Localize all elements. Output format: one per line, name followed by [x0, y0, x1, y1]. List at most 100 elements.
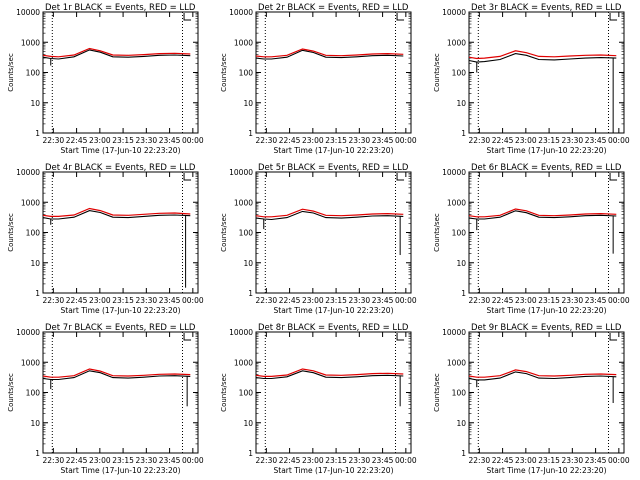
series-line-lld	[255, 48, 404, 58]
y-axis-label: Counts/sec	[220, 53, 228, 92]
detector-panel-8: Det 8r BLACK = Events, RED = LLD 1 10 100 10…	[220, 323, 417, 475]
x-tick-label: 23:15	[112, 296, 134, 305]
x-tick-label: 22:30	[469, 296, 491, 305]
y-tick-label: 10	[456, 99, 466, 108]
x-tick-label: 22:45	[66, 296, 88, 305]
panel-title: Det 6r BLACK = Events, RED = LLD	[471, 163, 622, 173]
x-axis-label: Start Time (17-Jun-10 22:23:20)	[61, 466, 181, 475]
x-tick-label: 22:30	[256, 456, 278, 465]
y-tick-label: 1000	[234, 38, 253, 47]
x-tick-label: 00:00	[608, 296, 630, 305]
y-tick-label: 1	[461, 449, 466, 458]
panel-title: Det 5r BLACK = Events, RED = LLD	[258, 163, 409, 173]
x-axis-label: Start Time (17-Jun-10 22:23:20)	[487, 466, 607, 475]
y-tick-label: 1	[35, 129, 40, 138]
detector-panel-4: Det 4r BLACK = Events, RED = LLD 1 10 100 10…	[7, 163, 204, 315]
x-tick-label: 23:30	[136, 456, 158, 465]
detector-panel-3: Det 3r BLACK = Events, RED = LLD 1 10 100 10…	[433, 3, 630, 155]
series-line-events	[468, 371, 617, 381]
y-tick-label: 10	[456, 419, 466, 428]
x-tick-label: 23:45	[372, 456, 394, 465]
y-axis-label: Counts/sec	[7, 373, 15, 412]
plot-frame	[42, 331, 199, 454]
y-tick-label: 1000	[447, 358, 466, 367]
y-tick-label: 10000	[229, 328, 253, 337]
y-tick-label: 10	[243, 259, 253, 268]
detector-panel-7: Det 7r BLACK = Events, RED = LLD 1 10 100 10…	[7, 323, 204, 475]
x-tick-label: 23:15	[538, 296, 560, 305]
x-axis-label: Start Time (17-Jun-10 22:23:20)	[274, 306, 394, 315]
y-axis-label: Counts/sec	[433, 53, 441, 92]
x-tick-label: 23:15	[112, 136, 134, 145]
series-line-lld	[255, 208, 404, 218]
x-tick-label: 23:00	[302, 136, 324, 145]
x-tick-label: 23:30	[136, 296, 158, 305]
y-tick-label: 100	[26, 389, 41, 398]
x-tick-label: 23:45	[585, 136, 607, 145]
panel-title: Det 3r BLACK = Events, RED = LLD	[471, 3, 622, 13]
y-tick-label: 1	[248, 449, 253, 458]
x-tick-label: 22:30	[43, 456, 65, 465]
x-tick-label: 23:30	[562, 136, 584, 145]
x-tick-label: 00:00	[608, 136, 630, 145]
y-tick-label: 1000	[447, 38, 466, 47]
y-tick-label: 1	[35, 289, 40, 298]
series-line-events	[468, 210, 617, 220]
x-tick-label: 23:45	[159, 456, 181, 465]
series-line-events	[42, 49, 191, 60]
x-tick-label: 23:45	[585, 296, 607, 305]
x-tick-label: 22:45	[66, 456, 88, 465]
x-tick-label: 23:30	[562, 296, 584, 305]
x-tick-label: 23:15	[325, 456, 347, 465]
x-axis-label: Start Time (17-Jun-10 22:23:20)	[487, 306, 607, 315]
x-tick-label: 23:00	[515, 296, 537, 305]
x-tick-label: 23:15	[325, 296, 347, 305]
x-axis-label: Start Time (17-Jun-10 22:23:20)	[274, 466, 394, 475]
series-line-events	[255, 210, 404, 221]
y-tick-label: 1000	[447, 198, 466, 207]
x-tick-label: 23:45	[159, 136, 181, 145]
x-tick-label: 23:30	[136, 136, 158, 145]
x-tick-label: 22:45	[279, 136, 301, 145]
y-axis-label: Counts/sec	[7, 53, 15, 92]
plot-frame	[468, 11, 625, 134]
x-tick-label: 23:45	[159, 296, 181, 305]
y-tick-label: 1000	[21, 198, 40, 207]
x-tick-label: 00:00	[395, 296, 417, 305]
x-tick-label: 23:00	[515, 456, 537, 465]
plot-frame	[255, 11, 412, 134]
bracket-mark	[183, 173, 192, 181]
series-line-events	[255, 49, 404, 60]
x-tick-label: 22:30	[256, 296, 278, 305]
series-line-lld	[468, 208, 617, 218]
x-tick-label: 22:45	[279, 456, 301, 465]
x-axis-label: Start Time (17-Jun-10 22:23:20)	[61, 306, 181, 315]
x-tick-label: 23:00	[302, 296, 324, 305]
y-tick-label: 10	[456, 259, 466, 268]
y-axis-label: Counts/sec	[220, 373, 228, 412]
detector-panel-9: Det 9r BLACK = Events, RED = LLD 1 10 100 10…	[433, 323, 630, 475]
series-line-events	[42, 210, 191, 220]
x-tick-label: 23:45	[585, 456, 607, 465]
plot-frame	[42, 11, 199, 134]
series-line-lld	[42, 207, 191, 217]
series-line-lld	[468, 369, 617, 378]
x-tick-label: 23:30	[562, 456, 584, 465]
panel-title: Det 8r BLACK = Events, RED = LLD	[258, 323, 409, 333]
detector-panel-6: Det 6r BLACK = Events, RED = LLD 1 10 100 10…	[433, 163, 630, 315]
y-tick-label: 100	[452, 229, 467, 238]
x-tick-label: 00:00	[182, 456, 204, 465]
series-line-events	[42, 370, 191, 381]
y-tick-label: 10	[243, 419, 253, 428]
x-tick-label: 22:45	[66, 136, 88, 145]
x-tick-label: 22:45	[492, 456, 514, 465]
detector-panel-2: Det 2r BLACK = Events, RED = LLD 1 10 100 10…	[220, 3, 417, 155]
y-tick-label: 10000	[16, 8, 40, 17]
x-tick-label: 22:45	[492, 296, 514, 305]
series-line-lld	[42, 368, 191, 378]
series-line-events	[468, 53, 617, 63]
y-tick-label: 1000	[21, 38, 40, 47]
x-tick-label: 00:00	[608, 456, 630, 465]
y-tick-label: 10000	[442, 168, 466, 177]
